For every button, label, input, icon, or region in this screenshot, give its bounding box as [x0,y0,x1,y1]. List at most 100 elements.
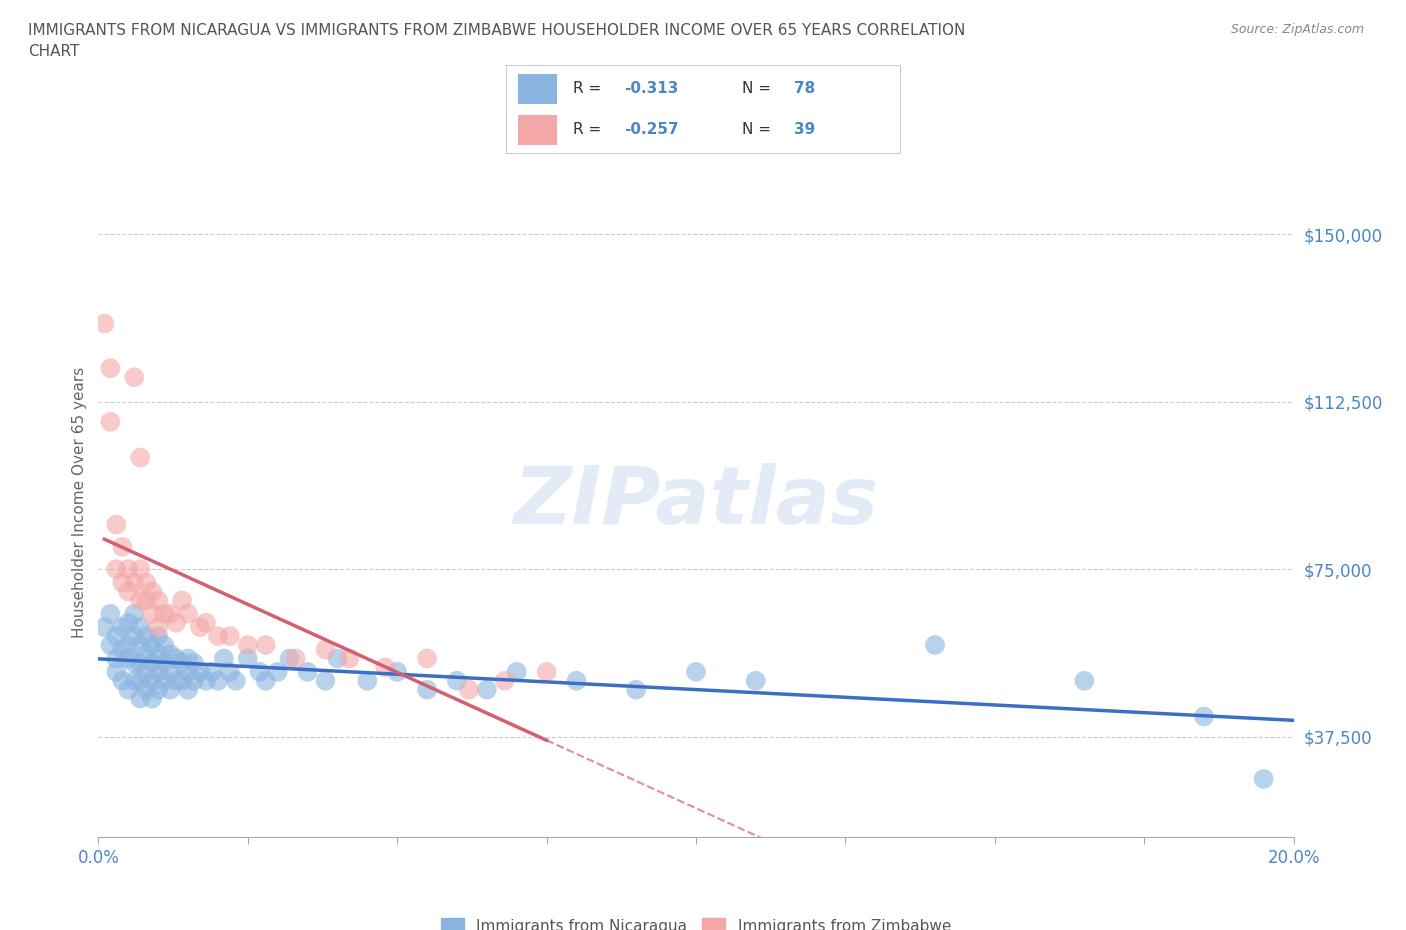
Point [446,673,468,688]
Point [177,606,200,621]
Point [105,664,128,679]
Point [153,673,176,688]
Point [111,575,134,590]
Point [148,629,170,644]
Point [207,629,229,644]
Point [135,629,157,644]
Point [745,673,768,688]
Point [129,619,152,634]
Point [188,619,211,634]
Point [135,575,157,590]
Point [124,370,146,385]
Point [117,651,139,666]
Point [267,664,290,679]
Point [129,450,152,465]
Point [236,651,259,666]
Point [111,673,134,688]
Point [111,619,134,634]
Point [124,575,146,590]
Point [98,361,122,376]
Point [111,539,134,554]
Point [105,651,128,666]
Point [385,664,409,679]
Point [1192,709,1215,724]
Point [201,664,224,679]
Point [129,691,152,706]
Point [254,673,277,688]
Point [135,664,157,679]
Point [129,673,152,688]
Point [177,651,200,666]
Point [194,616,218,631]
Point [141,673,163,688]
Point [339,651,360,666]
Point [284,651,307,666]
Point [111,642,134,657]
Point [297,664,319,679]
Point [225,673,247,688]
Point [159,683,181,698]
Point [278,651,301,666]
Point [93,619,115,634]
Point [565,673,588,688]
Point [117,584,139,599]
Point [141,656,163,671]
Point [475,683,498,698]
FancyBboxPatch shape [517,114,557,145]
Point [924,638,946,653]
Text: -0.257: -0.257 [624,122,679,137]
Point [93,316,115,331]
Point [148,664,170,679]
Y-axis label: Householder Income Over 65 years: Householder Income Over 65 years [72,366,87,638]
Text: -0.313: -0.313 [624,82,679,97]
Point [183,673,205,688]
Text: 39: 39 [793,122,815,137]
Text: R =: R = [574,82,602,97]
Point [315,673,337,688]
Point [105,562,128,577]
Text: N =: N = [742,82,772,97]
Point [159,606,181,621]
Point [416,651,439,666]
Point [194,673,218,688]
Point [374,660,396,675]
Point [98,638,122,653]
Point [141,584,163,599]
Point [506,664,529,679]
Point [219,664,242,679]
Point [188,664,211,679]
Point [153,606,176,621]
Point [177,683,200,698]
Point [315,642,337,657]
Point [536,664,558,679]
Point [98,415,122,430]
Point [153,656,176,671]
Text: N =: N = [742,122,772,137]
Point [254,638,277,653]
Point [172,673,194,688]
Text: ZIPatlas: ZIPatlas [513,463,879,541]
Point [326,651,349,666]
Point [236,638,259,653]
Point [153,638,176,653]
Point [129,638,152,653]
Point [207,673,229,688]
Point [165,673,187,688]
Point [124,656,146,671]
Point [1073,673,1095,688]
Text: Source: ZipAtlas.com: Source: ZipAtlas.com [1230,23,1364,36]
Point [165,616,187,631]
Point [494,673,516,688]
Point [177,664,200,679]
Point [105,629,128,644]
Point [117,616,139,631]
Point [124,606,146,621]
Point [148,593,170,608]
Point [159,664,181,679]
Text: 78: 78 [793,82,815,97]
Point [141,606,163,621]
FancyBboxPatch shape [517,74,557,104]
Point [129,593,152,608]
Point [356,673,378,688]
Text: R =: R = [574,122,602,137]
